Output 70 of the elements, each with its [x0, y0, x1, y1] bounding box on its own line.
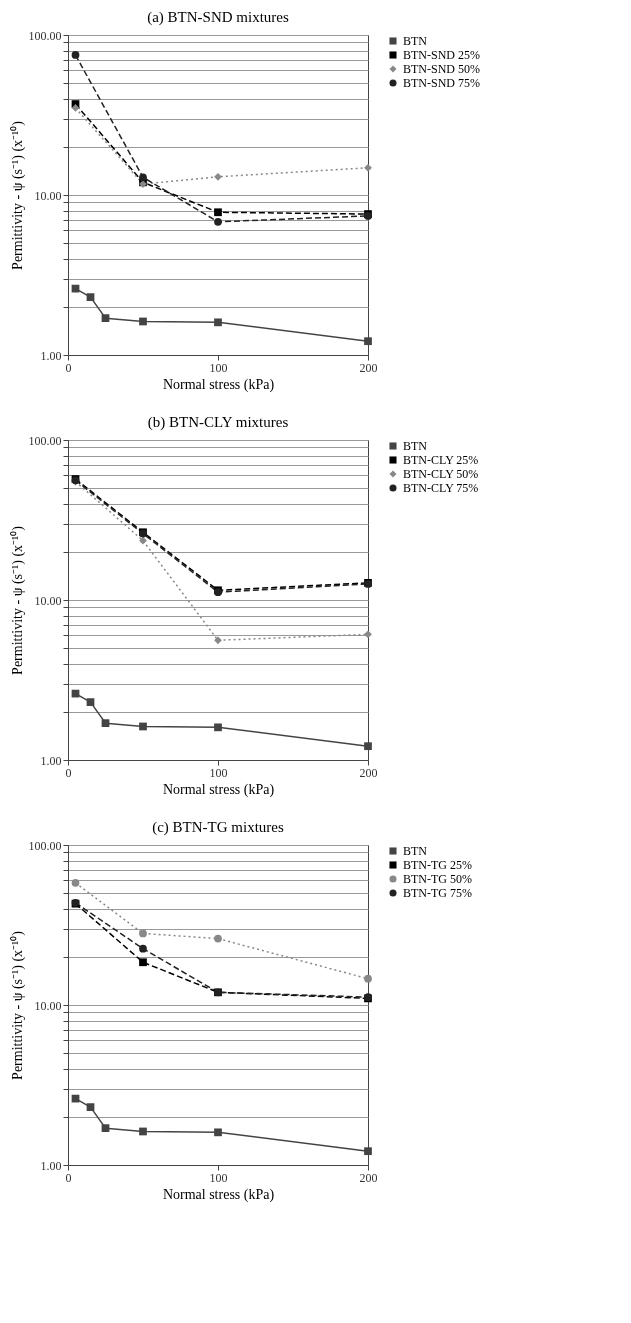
- point: [86, 293, 95, 301]
- point: [71, 104, 80, 112]
- legend-label: BTN-SND 75%: [403, 76, 480, 90]
- legend-label: BTN-TG 50%: [403, 872, 472, 886]
- x-tick-label: 100: [209, 360, 228, 375]
- y-tick-label: 10.00: [34, 188, 62, 203]
- x-axis-title: Normal stress (kPa): [162, 376, 275, 393]
- point: [364, 974, 372, 983]
- x-axis-title: Normal stress (kPa): [162, 781, 275, 798]
- x-tick-label: 200: [359, 360, 378, 375]
- point: [364, 630, 372, 639]
- point: [139, 173, 147, 182]
- point: [214, 318, 222, 327]
- point: [214, 723, 222, 732]
- y-tick-label: 1.00: [40, 1158, 62, 1173]
- point: [86, 698, 95, 706]
- y-tick-label: 1.00: [40, 348, 62, 363]
- legend-label: BTN: [403, 34, 428, 48]
- point: [86, 1103, 95, 1111]
- legend-label: BTN-TG 75%: [403, 886, 472, 900]
- point: [364, 742, 372, 751]
- x-axis-title: Normal stress (kPa): [162, 1186, 275, 1203]
- point: [214, 208, 222, 217]
- y-tick-label: 10.00: [34, 998, 62, 1013]
- point: [364, 337, 372, 346]
- chart-title: (a) BTN-SND mixtures: [147, 9, 289, 26]
- y-tick-label: 100.00: [28, 28, 62, 43]
- x-tick-label: 0: [65, 360, 72, 375]
- legend-label: BTN-SND 25%: [403, 48, 480, 62]
- legend-label: BTN: [403, 439, 428, 453]
- point: [214, 1128, 222, 1137]
- point: [364, 163, 372, 172]
- point: [214, 217, 222, 226]
- point: [214, 636, 222, 645]
- x-tick-label: 0: [65, 1170, 72, 1185]
- legend-label: BTN-CLY 25%: [403, 453, 479, 467]
- legend-label: BTN-TG 25%: [403, 858, 472, 872]
- legend-label: BTN-CLY 50%: [403, 467, 479, 481]
- legend-label: BTN-SND 50%: [403, 62, 480, 76]
- point: [214, 172, 222, 181]
- point: [364, 1147, 372, 1156]
- x-tick-label: 200: [359, 1170, 378, 1185]
- y-axis-title: Permittivity - ψ (s⁻¹) (x⁻¹⁰): [9, 120, 26, 270]
- x-tick-label: 100: [209, 1170, 228, 1185]
- point: [139, 958, 147, 967]
- chart-title: (b) BTN-CLY mixtures: [147, 414, 289, 431]
- point: [101, 314, 110, 322]
- legend-label: BTN-CLY 75%: [403, 481, 479, 495]
- point: [139, 1127, 147, 1136]
- point: [214, 934, 222, 943]
- y-axis-title: Permittivity - ψ (s⁻¹) (x⁻¹⁰): [9, 525, 26, 675]
- point: [139, 536, 147, 545]
- y-tick-label: 100.00: [28, 838, 62, 853]
- y-tick-label: 1.00: [40, 753, 62, 768]
- point: [139, 944, 147, 953]
- y-tick-label: 100.00: [28, 433, 62, 448]
- chart-title: (c) BTN-TG mixtures: [152, 819, 284, 836]
- legend-label: BTN: [403, 844, 428, 858]
- point: [139, 722, 147, 731]
- point: [139, 929, 147, 938]
- point: [101, 719, 110, 727]
- point: [71, 878, 80, 887]
- point: [101, 1124, 110, 1132]
- point: [139, 317, 147, 326]
- x-tick-label: 200: [359, 765, 378, 780]
- x-tick-label: 0: [65, 765, 72, 780]
- point: [71, 51, 80, 59]
- x-tick-label: 100: [209, 765, 228, 780]
- y-tick-label: 10.00: [34, 593, 62, 608]
- y-axis-title: Permittivity - ψ (s⁻¹) (x⁻¹⁰): [9, 930, 26, 1080]
